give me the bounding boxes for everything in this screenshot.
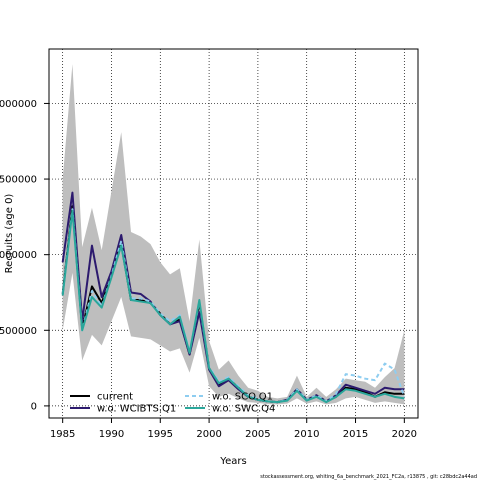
x-tick-label-5: 2010 <box>294 429 319 440</box>
source-footnote: stockassessment.org, whiting_6a_benchmar… <box>260 474 477 480</box>
y-tick-label-4: 2000000 <box>0 99 37 110</box>
legend-label-swc: w.o. SWC.Q4 <box>212 404 275 415</box>
x-axis-label: Years <box>219 456 246 467</box>
grid-lines <box>49 49 418 418</box>
x-tick-label-7: 2020 <box>392 429 417 440</box>
series-line-sco <box>61 208 406 404</box>
y-tick-label-2: 1000000 <box>0 250 37 261</box>
x-tick-label-2: 1995 <box>148 429 173 440</box>
x-tick-label-1: 1990 <box>99 429 124 440</box>
y-tick-label-3: 1500000 <box>0 175 37 186</box>
y-axis-ticks: 0 500000 1000000 1500000 2000000 <box>0 99 49 412</box>
x-tick-label-3: 2000 <box>196 429 221 440</box>
plot-frame <box>48 48 419 419</box>
confidence-band <box>62 64 405 405</box>
y-tick-label-1: 500000 <box>0 326 37 337</box>
legend-label-current: current <box>97 392 133 403</box>
y-axis-label: Recruits (age 0) <box>4 194 15 274</box>
x-tick-label-4: 2005 <box>245 429 270 440</box>
x-tick-label-6: 2015 <box>343 429 368 440</box>
x-tick-label-0: 1985 <box>50 429 75 440</box>
series-line-wcibts <box>61 191 405 404</box>
series-lines <box>61 191 406 404</box>
series-line-swc <box>61 209 405 404</box>
y-tick-label-0: 0 <box>31 401 37 412</box>
legend-label-wcibts: w.o. WCIBTS.Q1 <box>97 404 176 415</box>
confidence-band-area <box>62 64 405 405</box>
legend-label-sco: w.o. SCO.Q1 <box>212 392 273 403</box>
x-axis-ticks: 1985 1990 1995 2000 2005 2010 2015 2020 <box>50 418 417 440</box>
